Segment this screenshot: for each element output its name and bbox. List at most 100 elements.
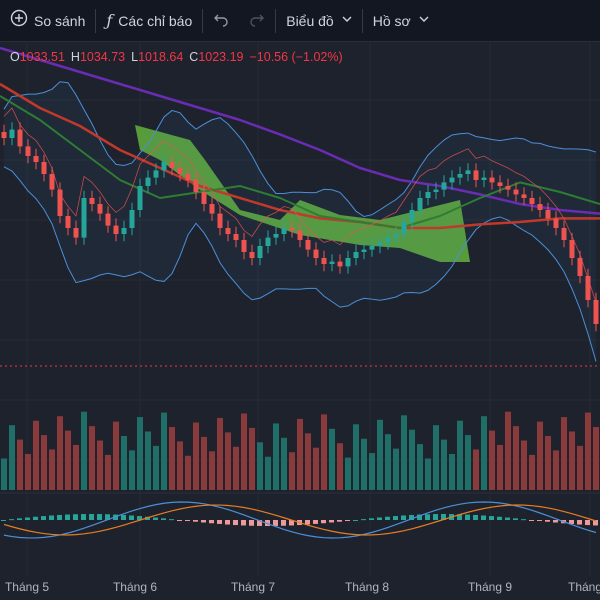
indicators-button[interactable]: ƒ Các chỉ báo bbox=[96, 0, 202, 42]
macd-histogram-bar bbox=[201, 520, 206, 523]
candle-body bbox=[473, 170, 479, 180]
volume-bar bbox=[289, 452, 295, 490]
macd-histogram-bar bbox=[481, 515, 486, 520]
macd-histogram-bar bbox=[529, 520, 534, 521]
candle-body bbox=[297, 230, 303, 240]
redo-icon bbox=[249, 11, 265, 30]
volume-bar bbox=[17, 439, 23, 490]
volume-bar bbox=[361, 438, 367, 490]
volume-bar bbox=[57, 416, 63, 490]
volume-bar bbox=[169, 427, 175, 490]
x-axis-label: Tháng 9 bbox=[468, 580, 512, 594]
bollinger-bands bbox=[3, 81, 597, 362]
macd-histogram-bar bbox=[409, 514, 414, 520]
volume-bar bbox=[401, 415, 407, 490]
toolbar-divider bbox=[275, 8, 277, 33]
toolbar-divider bbox=[95, 8, 97, 33]
compare-button[interactable]: So sánh bbox=[0, 0, 95, 42]
macd-histogram-bar bbox=[9, 519, 14, 521]
volume-bar bbox=[105, 454, 111, 490]
volume-bar bbox=[249, 427, 255, 490]
candle-body bbox=[153, 170, 159, 178]
volume-bar bbox=[9, 425, 15, 490]
volume-bar bbox=[321, 414, 327, 490]
candle-body bbox=[545, 210, 551, 219]
candle-body bbox=[329, 261, 335, 264]
candle-body bbox=[513, 189, 519, 195]
volume-bar bbox=[369, 453, 375, 490]
macd-histogram-bar bbox=[241, 520, 246, 526]
candle-body bbox=[201, 192, 207, 204]
candle-body bbox=[185, 174, 191, 180]
ichimoku-cloud bbox=[135, 125, 470, 262]
candlesticks bbox=[1, 122, 599, 332]
volume-bar bbox=[209, 451, 215, 490]
candle-body bbox=[449, 177, 455, 183]
ma-fast-line bbox=[3, 107, 597, 303]
volume-bar bbox=[97, 440, 103, 490]
macd-histogram-bar bbox=[89, 514, 94, 520]
volume-bar bbox=[329, 428, 335, 490]
macd-histogram-bar bbox=[281, 520, 286, 526]
volume-bar bbox=[65, 430, 71, 490]
candle-body bbox=[457, 174, 463, 178]
volume-bar bbox=[529, 454, 535, 490]
macd-histogram-bar bbox=[185, 520, 190, 521]
function-icon: ƒ bbox=[106, 11, 113, 30]
macd-histogram-bar bbox=[345, 520, 350, 521]
volume-bar bbox=[377, 419, 383, 490]
candle-body bbox=[441, 182, 447, 190]
candle-body bbox=[273, 234, 279, 238]
profile-menu-button[interactable]: Hồ sơ bbox=[363, 0, 439, 42]
volume-bar bbox=[265, 456, 271, 490]
macd-histogram-bar bbox=[273, 520, 278, 526]
high-key: H bbox=[70, 50, 80, 64]
macd-histogram-bar bbox=[225, 520, 230, 525]
volume-bar bbox=[449, 454, 455, 490]
macd-histogram-bar bbox=[161, 518, 166, 520]
volume-bar bbox=[417, 444, 423, 490]
macd-line bbox=[3, 501, 597, 539]
volume-bar bbox=[353, 424, 359, 490]
volume-bar bbox=[537, 421, 543, 490]
volume-bar bbox=[521, 440, 527, 490]
signal-line bbox=[3, 504, 597, 536]
macd-histogram-bar bbox=[393, 516, 398, 520]
macd-histogram-bar bbox=[433, 514, 438, 520]
candle-body bbox=[25, 146, 31, 156]
chart-menu-button[interactable]: Biểu đồ bbox=[276, 0, 361, 42]
macd-histogram-bar bbox=[289, 520, 294, 526]
macd-histogram-bar bbox=[497, 516, 502, 520]
candle-body bbox=[361, 249, 367, 252]
macd-histogram-bar bbox=[129, 515, 134, 520]
macd-histogram-bar bbox=[1, 520, 6, 521]
undo-button[interactable] bbox=[203, 0, 239, 42]
toolbar-divider bbox=[202, 8, 204, 33]
candle-body bbox=[353, 252, 359, 258]
volume-bar bbox=[593, 427, 599, 490]
moving-averages bbox=[0, 46, 600, 303]
bollinger-fill bbox=[4, 81, 596, 362]
volume-bars bbox=[1, 411, 599, 490]
volume-bar bbox=[121, 436, 127, 490]
open-key: O bbox=[10, 50, 20, 64]
volume-bar bbox=[313, 447, 319, 490]
candle-body bbox=[161, 162, 167, 171]
candle-body bbox=[433, 189, 439, 192]
candle-body bbox=[489, 177, 495, 183]
macd-histogram-bar bbox=[49, 515, 54, 520]
macd-histogram-bar bbox=[257, 520, 262, 526]
macd-histogram-bar bbox=[337, 520, 342, 522]
candle-body bbox=[321, 258, 327, 264]
candle-body bbox=[505, 186, 511, 190]
redo-button[interactable] bbox=[239, 0, 275, 42]
cloud-shape bbox=[135, 125, 470, 262]
indicators-label: Các chỉ báo bbox=[118, 12, 193, 29]
volume-bar bbox=[217, 418, 223, 490]
macd-histogram-bar bbox=[489, 516, 494, 520]
top-toolbar: So sánh ƒ Các chỉ báo Biểu đồ Hồ sơ bbox=[0, 0, 600, 42]
price-chart[interactable]: Tháng 5 Tháng 6 Tháng 7 Tháng 8 Tháng 9 Tháng bbox=[0, 43, 600, 600]
macd-histogram-bar bbox=[17, 518, 22, 520]
volume-bar bbox=[441, 439, 447, 490]
candle-body bbox=[529, 198, 535, 204]
